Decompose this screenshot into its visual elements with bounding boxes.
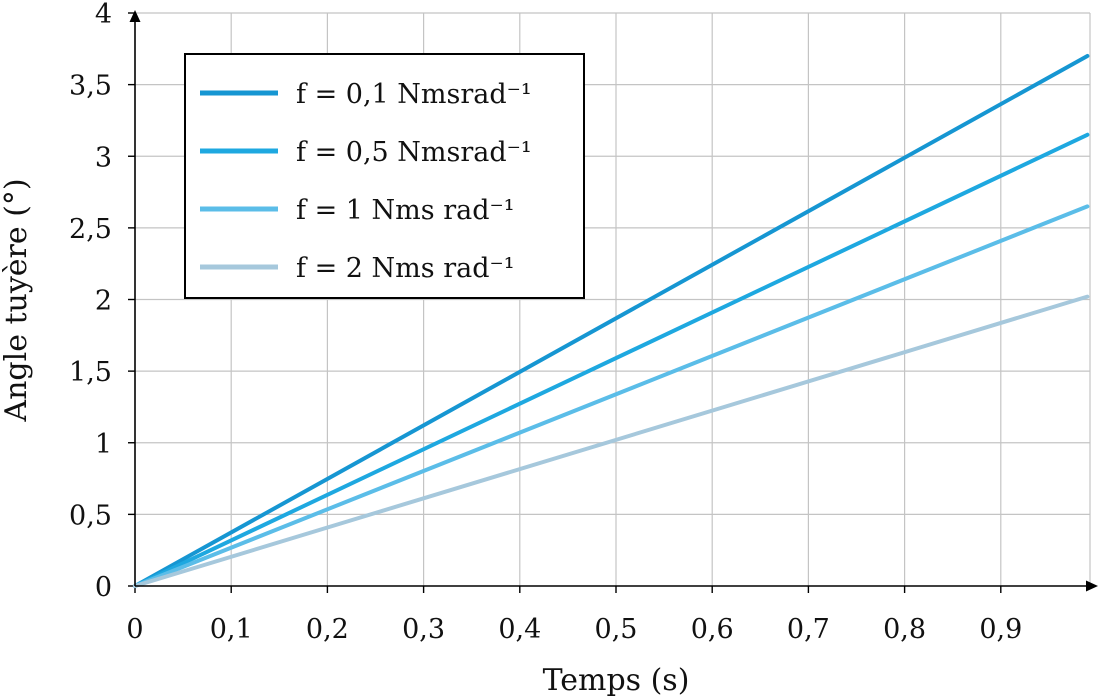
series-line-1	[133, 53, 1090, 588]
y-tick-labels: 0 0,5 1 1,5 2 2,5 3 3,5 4	[69, 0, 112, 603]
legend: f = 0,1 Nmsrad⁻¹ f = 0,5 Nmsrad⁻¹ f = 1 Nm…	[184, 53, 585, 299]
y-tick-label: 0	[95, 572, 112, 603]
x-tick-label: 0,1	[210, 614, 253, 645]
x-tick-label: 0,7	[787, 614, 830, 645]
x-tick-label: 0,2	[306, 614, 349, 645]
x-tick-labels: 0 0,1 0,2 0,3 0,4 0,5 0,6 0,7 0,8 0,9	[126, 614, 1022, 645]
y-axis-arrow	[129, 10, 141, 22]
x-tick-label: 0,6	[691, 614, 734, 645]
y-tick-label: 2,5	[69, 214, 112, 245]
y-tick-label: 2	[95, 286, 112, 317]
legend-label-1: f = 0,1 Nmsrad⁻¹	[296, 79, 532, 110]
x-tick-label: 0,9	[979, 614, 1022, 645]
legend-label-4: f = 2 Nms rad⁻¹	[296, 253, 515, 284]
x-tick-label: 0,3	[402, 614, 445, 645]
y-tick-label: 1	[95, 429, 112, 460]
y-tick-label: 3,5	[69, 71, 112, 102]
y-tick-label: 3	[95, 142, 112, 173]
series-line-3	[133, 204, 1090, 588]
axes	[129, 10, 1098, 592]
legend-label-2: f = 0,5 Nmsrad⁻¹	[296, 137, 532, 168]
series-line-4	[133, 294, 1090, 588]
x-tick-label: 0,4	[498, 614, 541, 645]
x-tick-label: 0,8	[883, 614, 926, 645]
y-tick-label: 0,5	[69, 500, 112, 531]
x-tick-label: 0,5	[595, 614, 638, 645]
x-axis-title: Temps (s)	[543, 663, 690, 698]
series-line-2	[133, 132, 1090, 588]
x-axis-arrow	[1086, 580, 1098, 592]
legend-label-3: f = 1 Nms rad⁻¹	[296, 195, 515, 226]
y-tick-label: 1,5	[69, 357, 112, 388]
y-axis-title: Angle tuyère (°)	[0, 178, 34, 422]
series-lines	[133, 53, 1090, 588]
x-tick-label: 0	[126, 614, 143, 645]
y-tick-label: 4	[95, 0, 112, 30]
